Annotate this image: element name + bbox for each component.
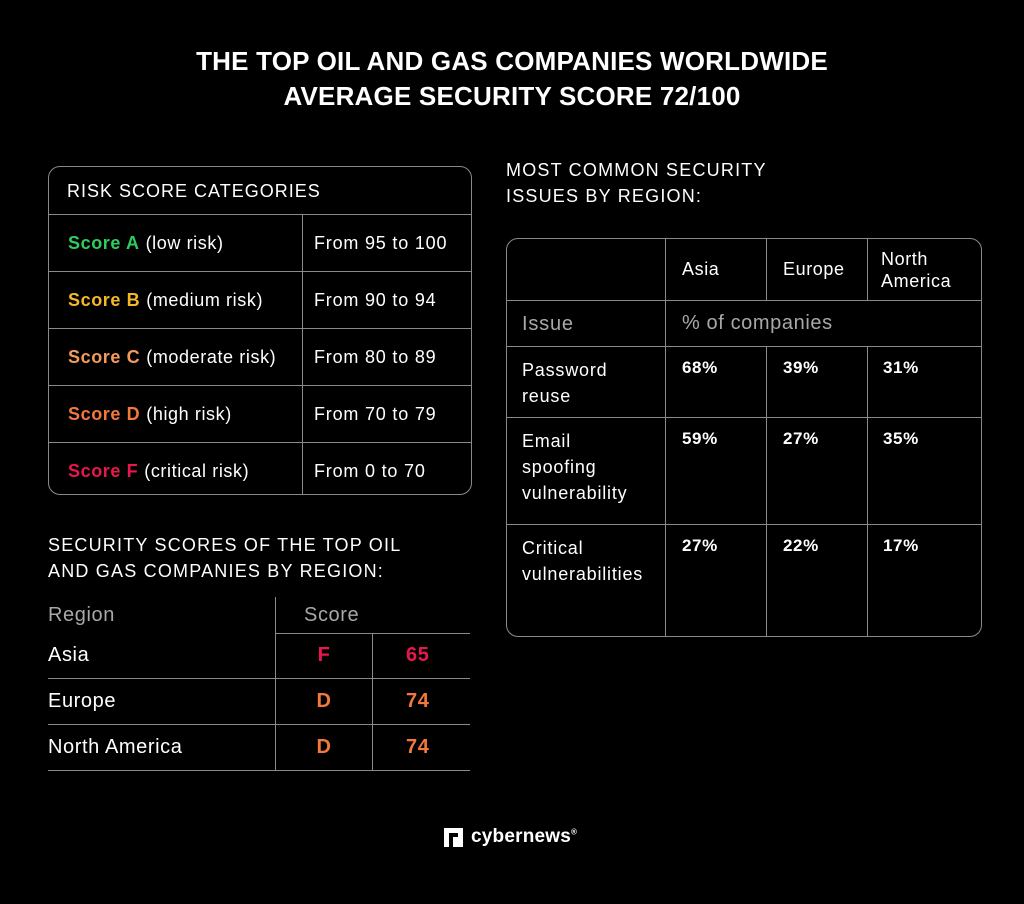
risk-level: (moderate risk) bbox=[146, 346, 277, 367]
cybernews-logo-icon bbox=[444, 827, 463, 847]
region-name: North America bbox=[48, 725, 276, 770]
issue-row: Password reuse 68% 39% 31% bbox=[507, 347, 981, 418]
risk-level: (high risk) bbox=[146, 403, 232, 424]
region-scores-table: Region Score Asia F 65 Europe D 74 North Ameri… bbox=[48, 597, 470, 771]
col-header-north-america: North America bbox=[868, 239, 981, 300]
issue-row: Critical vulnerabilities 27% 22% 17% bbox=[507, 525, 981, 636]
risk-grade: Score C bbox=[68, 346, 141, 367]
risk-range: From 80 to 89 bbox=[314, 346, 437, 367]
region-grade: D bbox=[276, 679, 373, 724]
issue-europe-value: 39% bbox=[767, 347, 868, 417]
issue-name-line: Password bbox=[522, 360, 608, 380]
region-scores-heading: SECURITY SCORES OF THE TOP OIL AND GAS C… bbox=[48, 532, 401, 584]
risk-category-row: Score B (medium risk) From 90 to 94 bbox=[49, 272, 471, 329]
percent-label: % of companies bbox=[682, 312, 833, 334]
risk-category-label: Score C (moderate risk) bbox=[49, 329, 303, 385]
issue-name-line: reuse bbox=[522, 386, 572, 406]
issue-label: Issue bbox=[507, 301, 666, 346]
issue-name: Password reuse bbox=[507, 347, 666, 417]
region-grade: D bbox=[276, 725, 373, 770]
region-grade: F bbox=[276, 633, 373, 678]
page-title: THE TOP OIL AND GAS COMPANIES WORLDWIDE … bbox=[0, 44, 1024, 114]
issue-name-line: vulnerabilities bbox=[522, 564, 644, 584]
score-column-header: Score bbox=[304, 603, 360, 626]
risk-category-label: Score F (critical risk) bbox=[49, 443, 303, 494]
risk-range: From 70 to 79 bbox=[314, 403, 437, 424]
region-scores-header-row: Region Score bbox=[48, 597, 470, 633]
risk-category-label: Score B (medium risk) bbox=[49, 272, 303, 328]
region-scores-heading-line-2: AND GAS COMPANIES BY REGION: bbox=[48, 561, 384, 581]
issue-row: Email spoofing vulnerability 59% 27% 35% bbox=[507, 418, 981, 525]
risk-grade: Score F bbox=[68, 460, 139, 481]
issue-europe-value: 22% bbox=[767, 525, 868, 636]
issue-north-america-value: 31% bbox=[883, 358, 919, 377]
risk-category-row: Score F (critical risk) From 0 to 70 bbox=[49, 443, 471, 494]
issues-header-row: Asia Europe North America bbox=[507, 239, 981, 301]
header-divider bbox=[276, 633, 470, 634]
issue-asia-value: 68% bbox=[666, 347, 767, 417]
risk-categories-table: RISK SCORE CATEGORIES Score A (low risk) F… bbox=[48, 166, 472, 495]
col-header-north: North bbox=[881, 248, 929, 269]
risk-category-label: Score A (low risk) bbox=[49, 215, 303, 271]
risk-level: (critical risk) bbox=[144, 460, 250, 481]
logo-registered: ® bbox=[571, 827, 578, 837]
issues-heading-line-1: MOST COMMON SECURITY bbox=[506, 160, 767, 180]
col-header-europe: Europe bbox=[767, 239, 868, 300]
risk-categories-heading: RISK SCORE CATEGORIES bbox=[49, 167, 471, 215]
issue-north-america-value: 17% bbox=[883, 536, 919, 555]
issue-name: Email spoofing vulnerability bbox=[507, 418, 666, 524]
issue-name-line: vulnerability bbox=[522, 483, 628, 503]
region-scores-heading-line-1: SECURITY SCORES OF THE TOP OIL bbox=[48, 535, 402, 555]
risk-category-row: Score C (moderate risk) From 80 to 89 bbox=[49, 329, 471, 386]
risk-level: (medium risk) bbox=[146, 289, 264, 310]
issues-heading: MOST COMMON SECURITY ISSUES BY REGION: bbox=[506, 157, 767, 209]
issue-asia-value: 27% bbox=[666, 525, 767, 636]
logo-text: cybernews® bbox=[471, 826, 577, 848]
region-score-value: 65 bbox=[406, 644, 430, 666]
issue-asia-value: 59% bbox=[666, 418, 767, 524]
risk-range: From 90 to 94 bbox=[314, 289, 437, 310]
issue-name-line: Critical bbox=[522, 538, 584, 558]
issues-corner-cell bbox=[507, 239, 666, 300]
region-name: Asia bbox=[48, 633, 276, 678]
region-score-value: 74 bbox=[406, 736, 430, 758]
risk-category-row: Score D (high risk) From 70 to 79 bbox=[49, 386, 471, 443]
risk-grade: Score D bbox=[68, 403, 141, 424]
issue-name-line: spoofing bbox=[522, 457, 597, 477]
region-score-row: North America D 74 bbox=[48, 725, 470, 771]
region-score-row: Europe D 74 bbox=[48, 679, 470, 725]
issue-name-line: Email bbox=[522, 431, 572, 451]
logo-wordmark: cybernews bbox=[471, 826, 572, 847]
risk-category-row: Score A (low risk) From 95 to 100 bbox=[49, 215, 471, 272]
risk-category-label: Score D (high risk) bbox=[49, 386, 303, 442]
title-line-1: THE TOP OIL AND GAS COMPANIES WORLDWIDE bbox=[196, 46, 828, 76]
region-score-row: Asia F 65 bbox=[48, 633, 470, 679]
issues-table: Asia Europe North America Issue % of com… bbox=[506, 238, 982, 637]
col-header-asia: Asia bbox=[666, 239, 767, 300]
issue-north-america-value: 35% bbox=[883, 429, 919, 448]
cybernews-logo: cybernews® bbox=[444, 826, 577, 848]
region-column-header: Region bbox=[48, 597, 276, 633]
issues-subheader-row: Issue % of companies bbox=[507, 301, 981, 347]
risk-level: (low risk) bbox=[145, 232, 224, 253]
issue-europe-value: 27% bbox=[767, 418, 868, 524]
title-line-2: AVERAGE SECURITY SCORE 72/100 bbox=[283, 81, 741, 111]
risk-grade: Score B bbox=[68, 289, 141, 310]
region-name: Europe bbox=[48, 679, 276, 724]
region-score-value: 74 bbox=[406, 690, 430, 712]
issues-heading-line-2: ISSUES BY REGION: bbox=[506, 186, 703, 206]
risk-range: From 0 to 70 bbox=[314, 460, 426, 481]
risk-grade: Score A bbox=[68, 232, 140, 253]
risk-range: From 95 to 100 bbox=[314, 232, 448, 253]
col-header-america: America bbox=[881, 270, 952, 291]
issue-name: Critical vulnerabilities bbox=[507, 525, 666, 636]
